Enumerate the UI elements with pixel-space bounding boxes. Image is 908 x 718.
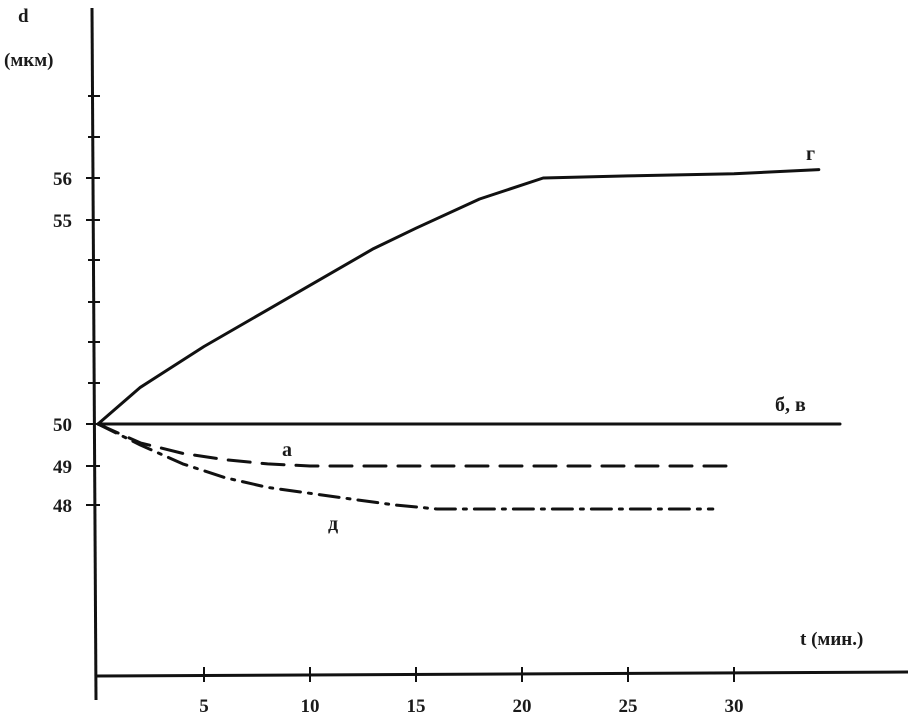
series-label: а bbox=[282, 439, 292, 461]
series-label: г bbox=[806, 143, 815, 165]
series-line-0 bbox=[96, 168, 821, 426]
series-label: б, в bbox=[775, 394, 806, 416]
x-ticks: 5 10 15 20 25 30 bbox=[199, 667, 744, 717]
y-tick-label: 50 bbox=[53, 415, 72, 436]
series-line-3 bbox=[96, 422, 715, 511]
y-tick-label: 55 bbox=[53, 211, 72, 232]
y-axis-unit: (мкм) bbox=[4, 50, 54, 71]
x-tick-label: 5 bbox=[199, 696, 209, 717]
series-label: д bbox=[328, 513, 338, 535]
x-tick-label: 30 bbox=[725, 696, 744, 717]
y-axis-symbol: d bbox=[18, 6, 29, 27]
x-axis-line bbox=[95, 670, 908, 678]
x-tick-label: 10 bbox=[301, 696, 320, 717]
x-tick-label: 25 bbox=[619, 696, 638, 717]
axes: 48 49 50 55 56 5 10 15 20 25 30 bbox=[53, 7, 908, 717]
x-tick-label: 20 bbox=[513, 696, 532, 717]
y-tick-label: 49 bbox=[53, 457, 72, 478]
y-ticks: 48 49 50 55 56 bbox=[53, 95, 100, 517]
series-group: г б, в а д bbox=[96, 143, 842, 535]
y-axis-line bbox=[90, 7, 98, 701]
y-tick-label: 56 bbox=[53, 169, 72, 190]
x-tick-label: 15 bbox=[407, 696, 426, 717]
series-line-2 bbox=[96, 422, 736, 468]
labels: d (мкм) t (мин.) bbox=[4, 6, 863, 650]
y-tick-label: 48 bbox=[53, 496, 72, 517]
x-axis-label: t (мин.) bbox=[800, 629, 863, 650]
